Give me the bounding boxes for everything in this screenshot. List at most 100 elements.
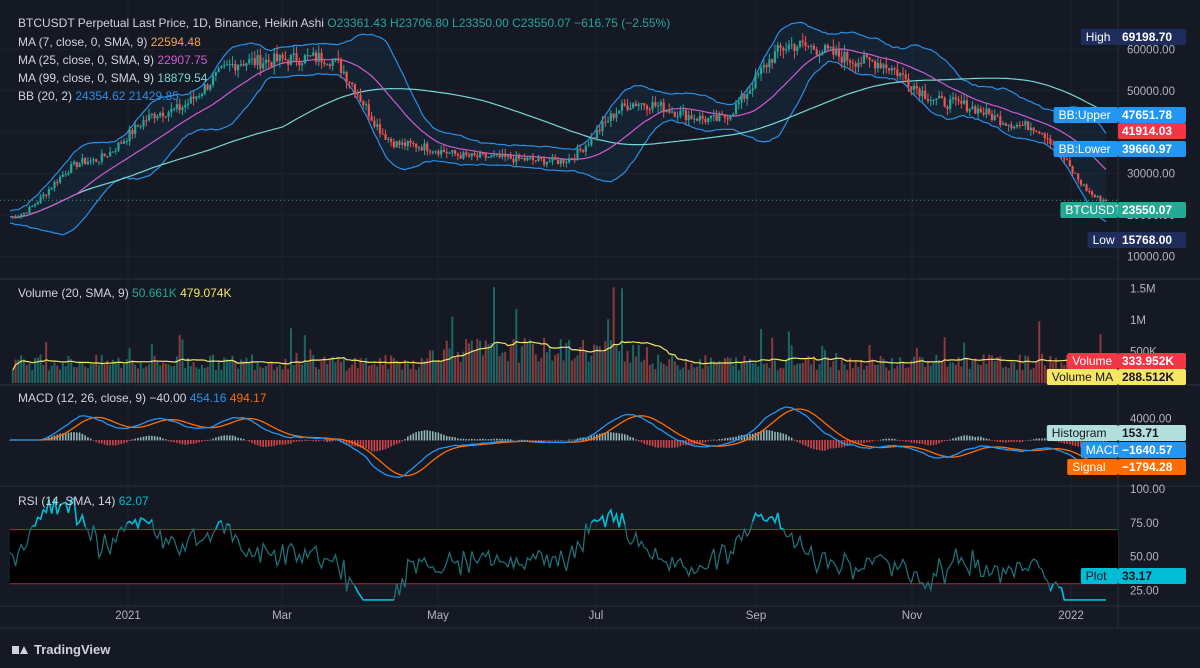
macd-histogram-bar [429, 430, 431, 441]
volume-bar [776, 370, 779, 383]
candle-body [893, 68, 896, 70]
volume-bar [662, 363, 665, 383]
candle-body [810, 45, 813, 47]
volume-bar [860, 359, 863, 383]
volume-bar [871, 359, 874, 383]
candle-body [70, 164, 73, 174]
macd-histogram-bar [540, 440, 543, 442]
candle-body [848, 60, 852, 63]
price-tick-label: 10000.00 [1127, 251, 1175, 263]
volume-bar [640, 361, 643, 383]
volume-bar [551, 360, 554, 383]
candle-body [42, 194, 45, 197]
macd-histogram-bar [1105, 440, 1107, 443]
volume-bar [668, 359, 671, 383]
candle-body [487, 157, 490, 159]
volume-bar [868, 344, 871, 383]
volume-bar [417, 367, 420, 383]
volume-bar [740, 361, 743, 383]
candle-body [629, 107, 632, 110]
volume-bar [634, 356, 637, 383]
candle-body [198, 95, 201, 97]
candle-body [937, 96, 941, 99]
volume-ma-badge-name-badge [1046, 369, 1118, 385]
macd-value-3: 494.17 [230, 391, 267, 405]
candle-body [768, 59, 771, 68]
macd-histogram-bar [267, 440, 270, 447]
macd-histogram-bar [437, 432, 440, 441]
macd-histogram-bar [565, 440, 568, 441]
volume-bar [106, 360, 109, 383]
macd-histogram-bar [451, 436, 454, 441]
volume-bar [412, 360, 415, 383]
volume-bar [890, 357, 893, 383]
candle-body [479, 153, 482, 158]
macd-histogram-bar [601, 433, 604, 441]
volume-bar [45, 341, 48, 383]
candle-body [879, 63, 882, 69]
volume-bar [487, 344, 490, 383]
macd-histogram-bar [929, 440, 932, 446]
macd-histogram-bar [966, 435, 968, 441]
volume-bar [824, 349, 827, 383]
candle-body [874, 61, 877, 69]
volume-bar [1018, 354, 1021, 383]
macd-histogram-bar [907, 440, 910, 442]
macd-histogram-bar [112, 440, 114, 446]
volume-bar [237, 368, 240, 383]
macd-histogram-bar [284, 440, 287, 445]
candle-body [270, 61, 273, 67]
candle-body [431, 151, 434, 153]
macd-value-1: −40.00 [149, 391, 189, 405]
volume-bar [362, 363, 365, 383]
time-tick-label: Mar [272, 610, 292, 622]
volume-bar [587, 361, 590, 383]
candle-body [342, 71, 345, 74]
volume-bar [401, 369, 404, 383]
volume-bar [888, 370, 891, 383]
volume-bar [568, 340, 571, 383]
volume-bar [493, 287, 496, 383]
candle-body [951, 97, 955, 100]
volume-bar [595, 345, 598, 383]
volume-bar [476, 339, 479, 383]
macd-histogram-bar [635, 439, 637, 441]
macd-histogram-bar [682, 440, 684, 446]
candle-body [865, 54, 868, 58]
volume-bar [128, 348, 131, 383]
volume-bar [512, 339, 515, 383]
candle-body [481, 153, 484, 155]
macd-histogram-bar [304, 439, 306, 441]
tradingview-branding[interactable]: TradingView [12, 642, 110, 657]
candle-body [145, 120, 148, 122]
bollinger-upper-line [9, 21, 1107, 212]
volume-bar [109, 364, 112, 383]
candle-body [693, 118, 696, 120]
candle-body [904, 74, 907, 79]
candle-body [698, 115, 701, 121]
volume-bar [729, 358, 732, 383]
macd-histogram-bar [379, 440, 381, 451]
macd-histogram-bar [818, 440, 821, 451]
candle-body [111, 151, 115, 153]
macd-histogram-bar [763, 430, 765, 441]
candle-body [259, 55, 262, 69]
candle-body [662, 102, 665, 113]
volume-bar [712, 361, 715, 383]
price-badge-name: High [1086, 30, 1111, 44]
volume-bar [164, 363, 167, 383]
candle-body [142, 120, 145, 127]
candle-body [545, 161, 548, 165]
volume-value-1: 50.661K [132, 286, 180, 300]
macd-histogram-bar [557, 439, 559, 441]
macd-histogram-bar [946, 440, 949, 442]
volume-bar [954, 364, 957, 383]
macd-histogram-bar [128, 440, 131, 442]
volume-bar [743, 355, 746, 383]
macd-histogram-bar [345, 440, 348, 445]
volume-bar [804, 359, 807, 383]
candle-body [576, 148, 579, 159]
candle-body [734, 104, 738, 114]
candle-body [440, 150, 443, 155]
